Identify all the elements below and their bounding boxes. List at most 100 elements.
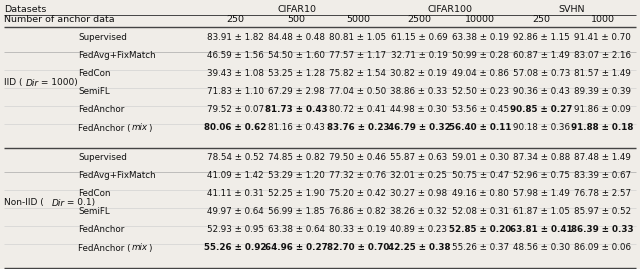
Text: 1000: 1000 [591, 16, 614, 24]
Text: FedCon: FedCon [78, 69, 111, 79]
Text: 52.25 ± 1.90: 52.25 ± 1.90 [268, 189, 325, 199]
Text: 46.79 ± 0.32: 46.79 ± 0.32 [388, 123, 451, 133]
Text: mix: mix [132, 243, 148, 253]
Text: 63.81 ± 0.41: 63.81 ± 0.41 [510, 225, 573, 235]
Text: 77.57 ± 1.17: 77.57 ± 1.17 [330, 51, 387, 61]
Text: 90.18 ± 0.36: 90.18 ± 0.36 [513, 123, 570, 133]
Text: 55.26 ± 0.37: 55.26 ± 0.37 [452, 243, 509, 253]
Text: 50.99 ± 0.28: 50.99 ± 0.28 [452, 51, 509, 61]
Text: 52.85 ± 0.20: 52.85 ± 0.20 [449, 225, 511, 235]
Text: 91.41 ± 0.70: 91.41 ± 0.70 [574, 34, 631, 43]
Text: 80.72 ± 0.41: 80.72 ± 0.41 [330, 105, 387, 115]
Text: 87.48 ± 1.49: 87.48 ± 1.49 [574, 154, 631, 162]
Text: SemiFL: SemiFL [78, 207, 109, 217]
Text: 84.48 ± 0.48: 84.48 ± 0.48 [268, 34, 325, 43]
Text: 83.39 ± 0.67: 83.39 ± 0.67 [574, 172, 631, 180]
Text: 92.86 ± 1.15: 92.86 ± 1.15 [513, 34, 570, 43]
Text: 53.29 ± 1.20: 53.29 ± 1.20 [268, 172, 325, 180]
Text: 91.88 ± 0.18: 91.88 ± 0.18 [572, 123, 634, 133]
Text: 48.56 ± 0.30: 48.56 ± 0.30 [513, 243, 570, 253]
Text: 64.96 ± 0.27: 64.96 ± 0.27 [266, 243, 328, 253]
Text: 85.97 ± 0.52: 85.97 ± 0.52 [574, 207, 631, 217]
Text: 77.04 ± 0.50: 77.04 ± 0.50 [329, 87, 387, 97]
Text: mix: mix [132, 123, 148, 133]
Text: FedAnchor (: FedAnchor ( [78, 243, 131, 253]
Text: 54.50 ± 1.60: 54.50 ± 1.60 [268, 51, 325, 61]
Text: 81.57 ± 1.49: 81.57 ± 1.49 [574, 69, 631, 79]
Text: Datasets: Datasets [4, 5, 46, 13]
Text: 30.27 ± 0.98: 30.27 ± 0.98 [390, 189, 447, 199]
Text: 49.16 ± 0.80: 49.16 ± 0.80 [452, 189, 509, 199]
Text: 63.38 ± 0.64: 63.38 ± 0.64 [268, 225, 325, 235]
Text: 75.82 ± 1.54: 75.82 ± 1.54 [330, 69, 387, 79]
Text: 41.09 ± 1.42: 41.09 ± 1.42 [207, 172, 264, 180]
Text: 40.89 ± 0.23: 40.89 ± 0.23 [390, 225, 447, 235]
Text: 80.33 ± 0.19: 80.33 ± 0.19 [330, 225, 387, 235]
Text: = 1000): = 1000) [38, 79, 77, 87]
Text: FedCon: FedCon [78, 189, 111, 199]
Text: 52.93 ± 0.95: 52.93 ± 0.95 [207, 225, 264, 235]
Text: 61.15 ± 0.69: 61.15 ± 0.69 [390, 34, 447, 43]
Text: 81.73 ± 0.43: 81.73 ± 0.43 [266, 105, 328, 115]
Text: 90.85 ± 0.27: 90.85 ± 0.27 [510, 105, 572, 115]
Text: 56.40 ± 0.11: 56.40 ± 0.11 [449, 123, 511, 133]
Text: Supervised: Supervised [78, 154, 127, 162]
Text: 82.70 ± 0.70: 82.70 ± 0.70 [326, 243, 389, 253]
Text: 83.07 ± 2.16: 83.07 ± 2.16 [574, 51, 631, 61]
Text: 74.85 ± 0.82: 74.85 ± 0.82 [268, 154, 325, 162]
Text: 60.87 ± 1.49: 60.87 ± 1.49 [513, 51, 570, 61]
Text: 79.52 ± 0.07: 79.52 ± 0.07 [207, 105, 264, 115]
Text: 80.06 ± 0.62: 80.06 ± 0.62 [204, 123, 267, 133]
Text: 10000: 10000 [465, 16, 495, 24]
Text: Dir: Dir [52, 199, 65, 207]
Text: 41.11 ± 0.31: 41.11 ± 0.31 [207, 189, 264, 199]
Text: Number of anchor data: Number of anchor data [4, 16, 115, 24]
Text: 55.26 ± 0.92: 55.26 ± 0.92 [204, 243, 267, 253]
Text: 55.87 ± 0.63: 55.87 ± 0.63 [390, 154, 447, 162]
Text: 83.91 ± 1.82: 83.91 ± 1.82 [207, 34, 264, 43]
Text: 38.26 ± 0.32: 38.26 ± 0.32 [390, 207, 447, 217]
Text: 78.54 ± 0.52: 78.54 ± 0.52 [207, 154, 264, 162]
Text: 49.97 ± 0.64: 49.97 ± 0.64 [207, 207, 264, 217]
Text: 49.04 ± 0.86: 49.04 ± 0.86 [452, 69, 509, 79]
Text: 86.39 ± 0.33: 86.39 ± 0.33 [571, 225, 634, 235]
Text: Supervised: Supervised [78, 34, 127, 43]
Text: 30.82 ± 0.19: 30.82 ± 0.19 [390, 69, 447, 79]
Text: FedAvg+FixMatch: FedAvg+FixMatch [78, 51, 156, 61]
Text: 500: 500 [288, 16, 306, 24]
Text: 75.20 ± 0.42: 75.20 ± 0.42 [330, 189, 387, 199]
Text: 2500: 2500 [407, 16, 431, 24]
Text: ): ) [148, 123, 152, 133]
Text: 76.86 ± 0.82: 76.86 ± 0.82 [330, 207, 387, 217]
Text: 46.59 ± 1.56: 46.59 ± 1.56 [207, 51, 264, 61]
Text: ): ) [148, 243, 152, 253]
Text: 53.25 ± 1.28: 53.25 ± 1.28 [268, 69, 325, 79]
Text: 53.56 ± 0.45: 53.56 ± 0.45 [452, 105, 509, 115]
Text: FedAnchor (: FedAnchor ( [78, 123, 131, 133]
Text: 57.08 ± 0.73: 57.08 ± 0.73 [513, 69, 570, 79]
Text: 59.01 ± 0.30: 59.01 ± 0.30 [452, 154, 509, 162]
Text: 81.16 ± 0.43: 81.16 ± 0.43 [268, 123, 325, 133]
Text: 80.81 ± 1.05: 80.81 ± 1.05 [330, 34, 387, 43]
Text: = 0.1): = 0.1) [64, 199, 95, 207]
Text: 32.71 ± 0.19: 32.71 ± 0.19 [390, 51, 447, 61]
Text: 57.98 ± 1.49: 57.98 ± 1.49 [513, 189, 570, 199]
Text: 87.34 ± 0.88: 87.34 ± 0.88 [513, 154, 570, 162]
Text: 79.50 ± 0.46: 79.50 ± 0.46 [330, 154, 387, 162]
Text: CIFAR100: CIFAR100 [427, 5, 472, 13]
Text: 89.39 ± 0.39: 89.39 ± 0.39 [574, 87, 631, 97]
Text: 52.08 ± 0.31: 52.08 ± 0.31 [452, 207, 509, 217]
Text: SemiFL: SemiFL [78, 87, 109, 97]
Text: 52.96 ± 0.75: 52.96 ± 0.75 [513, 172, 570, 180]
Text: 50.75 ± 0.47: 50.75 ± 0.47 [451, 172, 509, 180]
Text: 83.76 ± 0.23: 83.76 ± 0.23 [326, 123, 389, 133]
Text: FedAvg+FixMatch: FedAvg+FixMatch [78, 172, 156, 180]
Text: 52.50 ± 0.23: 52.50 ± 0.23 [452, 87, 509, 97]
Text: 42.25 ± 0.38: 42.25 ± 0.38 [388, 243, 451, 253]
Text: IID (: IID ( [4, 79, 22, 87]
Text: CIFAR10: CIFAR10 [277, 5, 316, 13]
Text: 5000: 5000 [346, 16, 370, 24]
Text: FedAnchor: FedAnchor [78, 105, 124, 115]
Text: 91.86 ± 0.09: 91.86 ± 0.09 [574, 105, 631, 115]
Text: 39.43 ± 1.08: 39.43 ± 1.08 [207, 69, 264, 79]
